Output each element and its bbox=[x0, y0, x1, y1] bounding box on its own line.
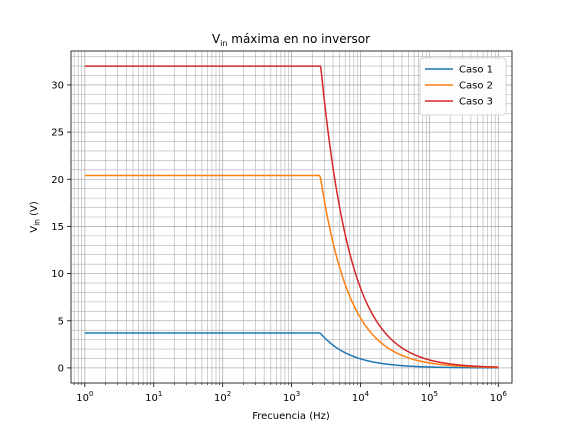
series-line bbox=[84, 174, 499, 369]
x-tick-label: 102 bbox=[214, 390, 231, 404]
series-lines bbox=[84, 65, 499, 369]
x-tick-label: 105 bbox=[421, 390, 438, 404]
y-tick-label: 15 bbox=[51, 222, 64, 233]
x-axis-label: Frecuencia (Hz) bbox=[252, 411, 330, 422]
series-line bbox=[84, 332, 499, 369]
x-tick-label: 104 bbox=[352, 390, 370, 404]
series-line bbox=[84, 65, 499, 368]
y-tick-label: 20 bbox=[51, 175, 64, 186]
y-tick-label: 0 bbox=[58, 363, 64, 374]
x-tick-label: 100 bbox=[76, 390, 93, 404]
y-axis: 0 5 10 15 20 25 30 bbox=[51, 80, 71, 374]
x-tick-label: 101 bbox=[145, 390, 162, 404]
legend-entry: Caso 1 bbox=[459, 65, 493, 76]
x-tick-label: 103 bbox=[283, 390, 300, 404]
legend-entry: Caso 2 bbox=[459, 81, 493, 92]
y-tick-label: 30 bbox=[51, 80, 64, 91]
x-axis: 100 101 102 103 104 105 106 bbox=[73, 383, 508, 404]
chart-title: Vin máxima en no inversor bbox=[212, 32, 370, 48]
y-axis-label: Vin (V) bbox=[29, 201, 42, 233]
y-tick-label: 5 bbox=[58, 316, 64, 327]
y-tick-label: 10 bbox=[51, 269, 64, 280]
legend: Caso 1 Caso 2 Caso 3 bbox=[419, 57, 507, 116]
x-tick-label: 106 bbox=[490, 390, 508, 404]
legend-entry: Caso 3 bbox=[459, 97, 493, 108]
y-tick-label: 25 bbox=[51, 128, 64, 139]
